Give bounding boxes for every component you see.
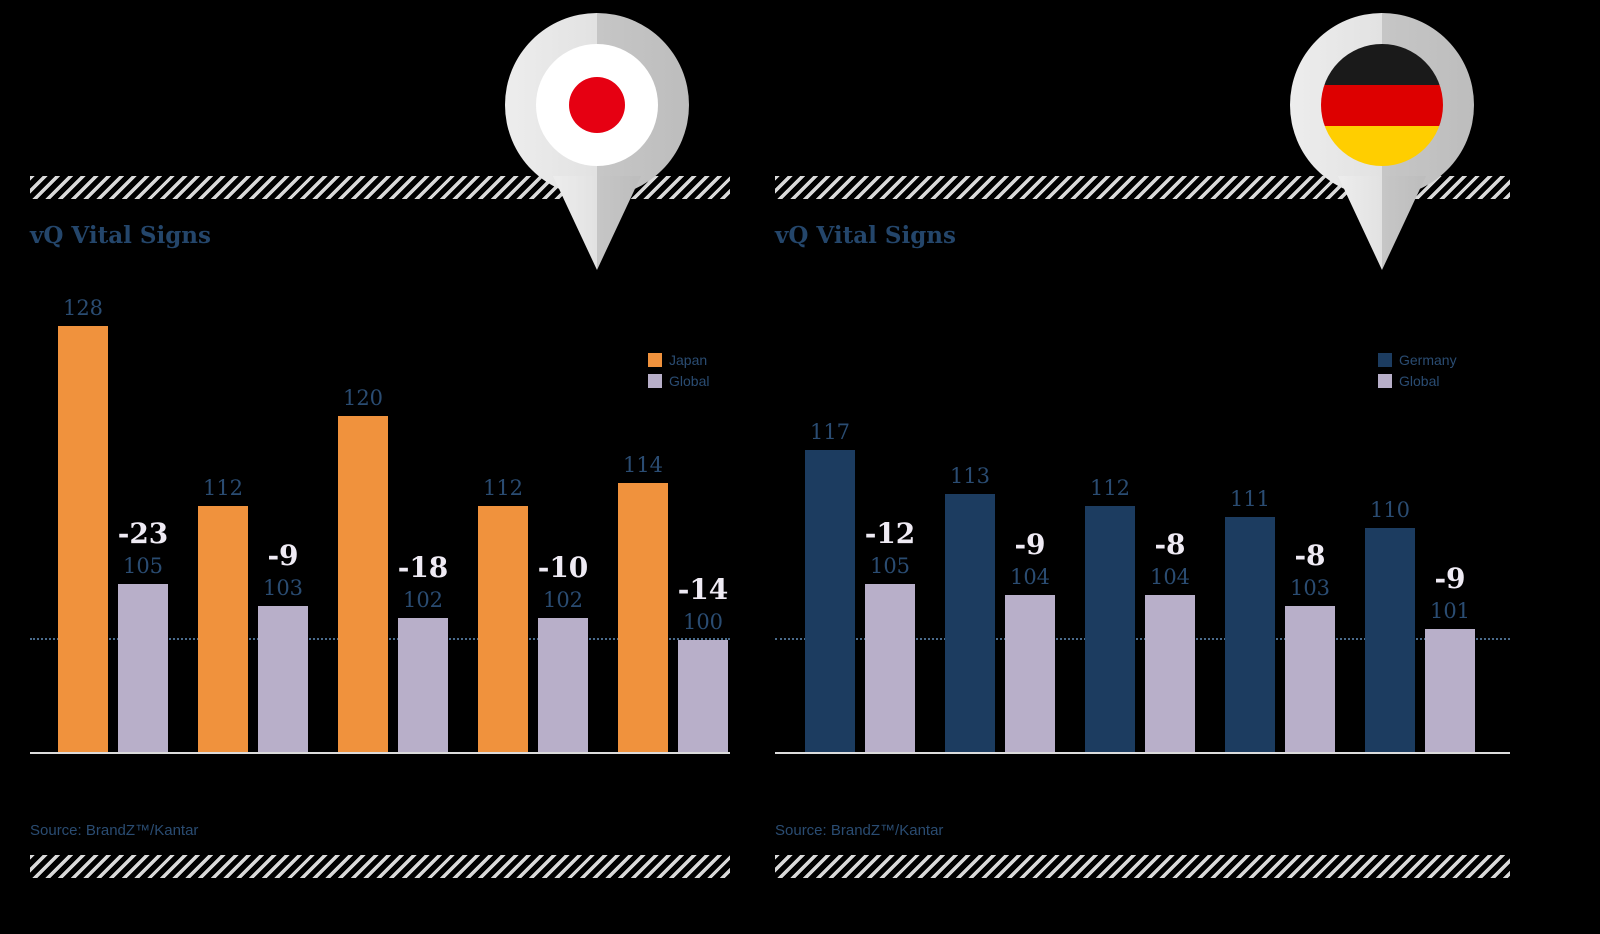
hatch-band-bottom-left <box>30 855 730 878</box>
legend-item-global: Global <box>648 373 709 389</box>
legend-germany-chart: Germany Global <box>1378 352 1457 389</box>
bar-global-1 <box>865 584 915 752</box>
bar-japan-1 <box>58 326 108 752</box>
japan-flag-red-disc <box>569 77 625 133</box>
source-note-germany: Source: BrandZ™/Kantar <box>775 822 944 839</box>
value-label-japan-2: 112 <box>202 475 244 500</box>
legend-swatch-global <box>648 374 662 388</box>
value-label-global-2: 104 <box>1009 565 1051 590</box>
value-label-japan-3: 120 <box>342 386 384 410</box>
value-label-japan-5: 114 <box>622 453 664 478</box>
diff-label-3: -18 <box>397 550 449 584</box>
germany-pin <box>1282 8 1482 276</box>
hatch-band-bottom-right <box>775 855 1510 878</box>
bar-global-4 <box>538 617 588 752</box>
germany-flag <box>1321 44 1443 166</box>
bar-germany-5 <box>1365 528 1415 752</box>
diff-label-5: -14 <box>677 573 729 606</box>
plot-japan: 128 105 -23 112 103 -9 120 102 -18 112 102 -10 114 10… <box>30 296 730 754</box>
legend-label-japan: Japan <box>669 352 708 368</box>
bar-germany-4 <box>1225 516 1275 752</box>
bar-global-5 <box>1425 628 1475 752</box>
baseline-100-dotted-line <box>775 638 1510 640</box>
legend-item-germany: Germany <box>1378 352 1457 368</box>
value-label-germany-4: 111 <box>1229 486 1271 511</box>
chart-title-japan: vQ Vital Signs <box>30 222 211 249</box>
value-label-global-5: 101 <box>1429 598 1471 623</box>
value-label-germany-2: 113 <box>949 464 991 489</box>
diff-label-2: -9 <box>267 539 299 573</box>
bar-japan-3 <box>338 416 388 752</box>
diff-label-2: -9 <box>1014 528 1046 562</box>
diff-label-4: -10 <box>537 550 589 584</box>
value-label-global-2: 103 <box>262 576 304 601</box>
value-label-global-1: 105 <box>869 554 911 578</box>
hatch-band-top-right <box>775 176 1510 199</box>
bar-global-2 <box>1005 595 1055 752</box>
legend-japan-chart: Japan Global <box>648 352 709 389</box>
value-label-global-3: 104 <box>1149 565 1191 590</box>
bar-global-3 <box>1145 595 1195 752</box>
value-label-germany-3: 112 <box>1089 475 1131 500</box>
plot-germany: 117 105 -12 113 104 -9 112 104 -8 111 103 -8 110 101 -… <box>775 300 1510 754</box>
legend-item-global: Global <box>1378 373 1457 389</box>
diff-label-5: -9 <box>1434 561 1466 595</box>
bar-japan-2 <box>198 505 248 752</box>
bar-japan-4 <box>478 505 528 752</box>
value-label-global-4: 102 <box>542 587 584 612</box>
diff-label-1: -23 <box>117 517 169 550</box>
bar-germany-1 <box>805 449 855 752</box>
legend-swatch-global <box>1378 374 1392 388</box>
diff-label-1: -12 <box>864 517 916 550</box>
bar-global-5 <box>678 640 728 752</box>
legend-swatch-japan <box>648 353 662 367</box>
bar-global-2 <box>258 606 308 752</box>
bar-global-1 <box>118 584 168 752</box>
bar-global-3 <box>398 617 448 752</box>
value-label-global-4: 103 <box>1289 576 1331 601</box>
legend-label-global: Global <box>669 373 710 389</box>
chart-title-germany: vQ Vital Signs <box>775 222 956 249</box>
legend-label-global: Global <box>1399 373 1440 389</box>
value-label-germany-1: 117 <box>809 419 851 444</box>
bar-global-4 <box>1285 606 1335 752</box>
japan-pin <box>497 8 697 276</box>
legend-label-germany: Germany <box>1399 352 1457 368</box>
value-label-germany-5: 110 <box>1369 498 1411 522</box>
bar-germany-3 <box>1085 505 1135 752</box>
map-pin-japan-flag-icon <box>505 13 689 270</box>
source-note-japan: Source: BrandZ™/Kantar <box>30 822 199 839</box>
bar-japan-5 <box>618 483 668 752</box>
bar-germany-2 <box>945 494 995 752</box>
value-label-japan-1: 128 <box>62 296 104 321</box>
value-label-global-1: 105 <box>122 554 164 578</box>
value-label-global-3: 102 <box>402 587 444 612</box>
value-label-japan-4: 112 <box>482 475 524 500</box>
legend-swatch-germany <box>1378 353 1392 367</box>
map-pin-germany-flag-icon <box>1290 13 1474 270</box>
value-label-global-5: 100 <box>682 610 724 634</box>
diff-label-3: -8 <box>1154 528 1186 562</box>
legend-item-japan: Japan <box>648 352 709 368</box>
diff-label-4: -8 <box>1294 539 1326 573</box>
